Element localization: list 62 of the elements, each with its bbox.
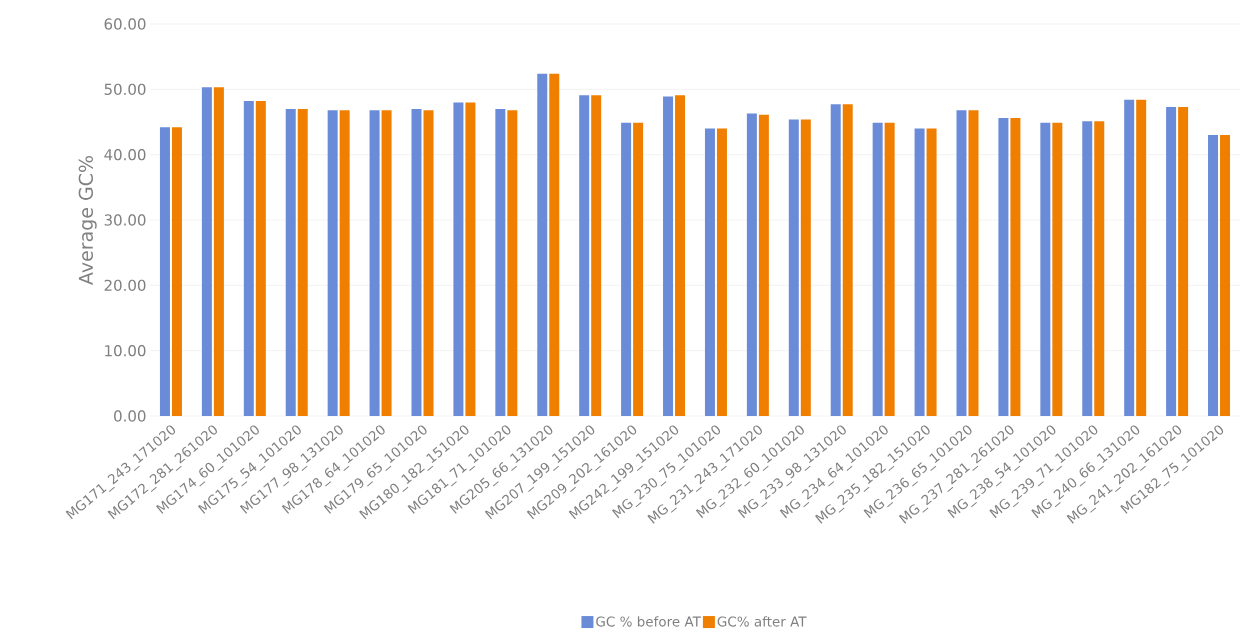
bar	[1166, 106, 1177, 416]
bar	[884, 122, 895, 416]
bar	[663, 96, 674, 416]
bar	[255, 101, 266, 416]
y-tick-label: 60.00	[104, 18, 146, 30]
bar	[633, 122, 644, 416]
bar	[968, 110, 979, 416]
y-tick-label: 0.00	[114, 410, 146, 422]
bar	[243, 101, 254, 416]
bar	[381, 110, 392, 416]
bar	[1124, 99, 1135, 416]
bar	[213, 87, 224, 416]
bar	[327, 110, 338, 416]
bar	[956, 110, 967, 416]
bar	[285, 108, 296, 416]
bar	[507, 110, 518, 416]
legend-label: GC % before AT	[596, 616, 701, 627]
bar	[591, 95, 602, 416]
bar	[171, 127, 182, 416]
bar	[1040, 122, 1051, 416]
bar	[800, 119, 811, 416]
bar	[465, 102, 476, 416]
bar	[914, 128, 925, 416]
bar	[159, 127, 170, 416]
bar	[1178, 106, 1189, 416]
y-axis-title: Average GC%	[78, 156, 97, 285]
y-tick-label: 50.00	[104, 83, 146, 96]
bar	[339, 110, 350, 416]
bar	[675, 95, 686, 416]
bar	[411, 108, 422, 416]
bar	[297, 108, 308, 416]
bar	[1136, 99, 1147, 416]
bar	[369, 110, 380, 416]
bar	[1208, 135, 1219, 416]
bar	[579, 95, 590, 416]
bar	[1220, 135, 1231, 416]
y-tick-label: 40.00	[104, 148, 146, 161]
bar	[495, 108, 506, 416]
bar	[998, 118, 1009, 416]
bar	[1010, 118, 1021, 416]
bar	[758, 114, 769, 416]
y-tick-label: 10.00	[105, 344, 146, 357]
bar	[1094, 121, 1105, 416]
bar	[621, 122, 632, 416]
bar	[926, 128, 937, 416]
bar	[788, 119, 799, 416]
bar	[453, 102, 464, 416]
y-tick-label: 30.00	[104, 214, 146, 226]
bar	[537, 73, 548, 416]
bar	[872, 122, 883, 416]
bar	[746, 113, 757, 416]
bar	[830, 104, 841, 416]
bar	[201, 87, 212, 416]
bar	[423, 110, 434, 416]
bar	[716, 128, 727, 416]
bar	[1082, 121, 1093, 416]
bar	[549, 73, 560, 416]
bar	[1052, 122, 1063, 416]
legend-label: GC% after AT	[717, 616, 807, 627]
y-tick-label: 20.00	[104, 279, 146, 292]
bar	[704, 128, 715, 416]
bar	[842, 104, 853, 416]
